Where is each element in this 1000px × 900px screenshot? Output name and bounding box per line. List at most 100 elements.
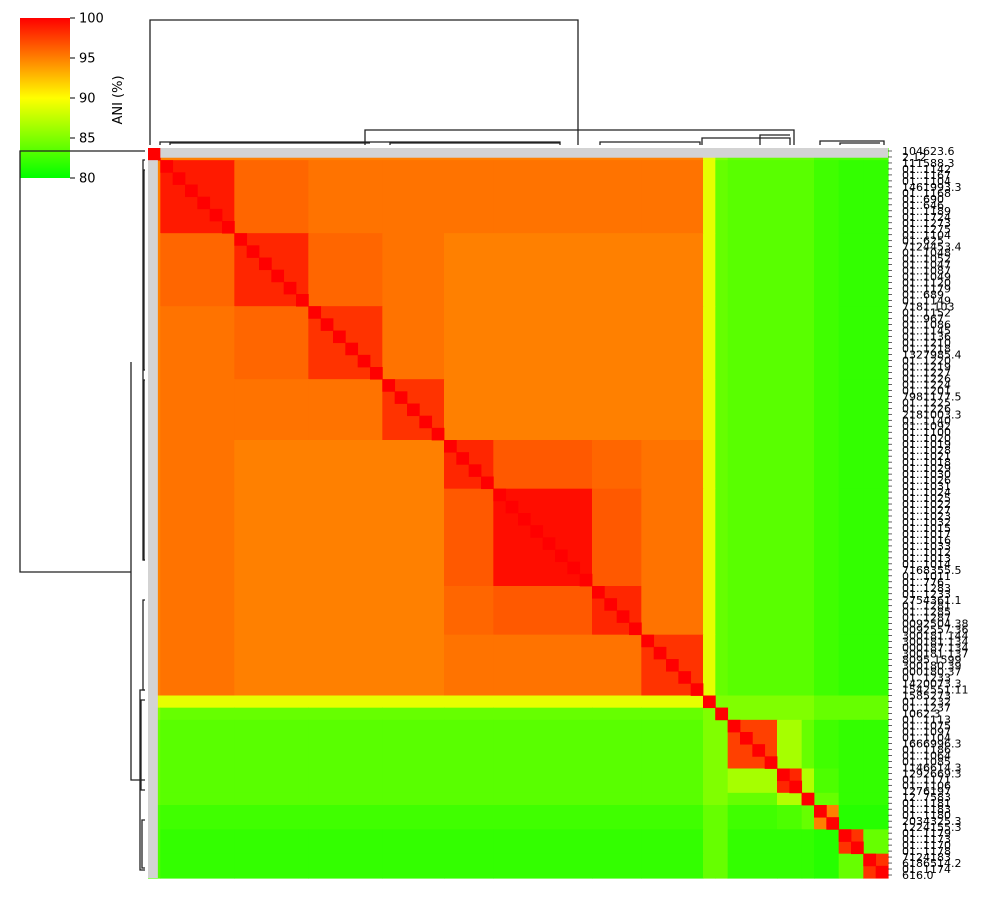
heatmap-block xyxy=(727,792,778,806)
row-label: 01..1173 xyxy=(902,833,951,846)
row-label: 01..1032 xyxy=(902,516,951,529)
row-label: 01..1189 xyxy=(902,205,951,218)
heatmap-diagonal-cell xyxy=(616,610,630,623)
heatmap-grid xyxy=(148,148,889,879)
heatmap-block xyxy=(493,160,593,234)
heatmap-block xyxy=(814,160,840,234)
heatmap-block xyxy=(308,488,383,587)
heatmap-block xyxy=(234,695,309,709)
heatmap-diagonal-cell xyxy=(419,415,433,429)
heatmap-block xyxy=(444,792,494,806)
row-label: 01..1174 xyxy=(902,863,951,876)
heatmap-block xyxy=(160,586,235,636)
heatmap-block xyxy=(641,805,704,830)
column-dendrogram-link xyxy=(599,141,701,145)
heatmap-block xyxy=(641,853,704,879)
heatmap-block xyxy=(308,586,383,636)
row-label: 01..1024 xyxy=(902,486,951,499)
heatmap-block xyxy=(777,488,803,587)
column-dendrogram-link xyxy=(819,140,885,145)
heatmap-block xyxy=(703,768,716,794)
row-label: 01..1106 xyxy=(902,779,951,792)
heatmap-diagonal-cell xyxy=(604,598,618,611)
heatmap-block xyxy=(493,440,593,490)
heatmap-block xyxy=(234,805,309,830)
heatmap-block xyxy=(382,829,445,855)
heatmap-block xyxy=(493,707,593,721)
column-dendrogram-link xyxy=(759,134,790,145)
heatmap-diagonal-cell xyxy=(727,719,741,733)
heatmap-diagonal-cell xyxy=(863,853,877,867)
heatmap-block xyxy=(703,379,716,441)
heatmap-block xyxy=(592,233,642,307)
heatmap-block xyxy=(641,768,704,794)
row-label: 01..1014 xyxy=(902,558,951,571)
heatmap-block xyxy=(715,853,729,879)
heatmap-diagonal-cell xyxy=(283,281,297,295)
heatmap-block xyxy=(382,707,445,721)
heatmap-diagonal-cell xyxy=(431,427,445,441)
heatmap-block xyxy=(838,586,864,636)
heatmap-block xyxy=(777,586,803,636)
row-dendrogram-link xyxy=(19,150,145,573)
heatmap-block xyxy=(703,853,716,879)
heatmap-block xyxy=(715,768,729,794)
heatmap-diagonal-cell xyxy=(357,354,371,368)
heatmap-block xyxy=(727,768,778,794)
heatmap-block xyxy=(814,695,840,709)
heatmap-diagonal-cell xyxy=(715,707,729,721)
heatmap-block xyxy=(382,586,445,636)
row-label: 7981177.5 xyxy=(902,390,962,403)
colorbar-tick-label: 95 xyxy=(79,52,96,67)
row-label: 01..1186 xyxy=(902,743,951,756)
heatmap-block xyxy=(703,586,716,636)
heatmap-diagonal-cell xyxy=(567,561,581,575)
row-label: 01..1064 xyxy=(902,749,951,762)
heatmap-block xyxy=(777,634,803,697)
heatmap-block xyxy=(592,792,642,806)
heatmap-diagonal-cell xyxy=(518,513,531,526)
heatmap-block xyxy=(308,853,383,879)
heatmap-block xyxy=(777,719,803,770)
row-label: 01..1180 xyxy=(902,809,951,822)
row-label: 01..1017 xyxy=(902,528,951,541)
heatmap-diagonal-cell xyxy=(592,586,605,599)
column-dendrogram-link xyxy=(364,129,795,145)
heatmap-block xyxy=(308,768,383,794)
heatmap-block xyxy=(493,792,593,806)
row-label: 01..1233 xyxy=(902,588,951,601)
heatmap-diagonal-cell xyxy=(875,865,889,879)
column-dendrogram-link xyxy=(701,137,791,145)
heatmap-diagonal-cell xyxy=(653,646,667,660)
row-label: 2034325.3 xyxy=(902,815,962,828)
heatmap-diagonal-cell xyxy=(641,634,655,648)
row-labels: 104623.62.12111588.301..114201..116701..… xyxy=(888,145,968,882)
heatmap-block xyxy=(444,829,494,855)
heatmap-block xyxy=(641,719,704,770)
row-label: 01..1085 xyxy=(902,755,951,768)
row-label: 01..1142 xyxy=(902,163,951,176)
heatmap-diagonal-cell xyxy=(148,148,161,161)
heatmap-block xyxy=(308,695,383,709)
heatmap-block xyxy=(382,792,445,806)
heatmap-block xyxy=(641,707,704,721)
heatmap-diagonal-cell xyxy=(160,160,174,173)
row-label: 01..1140 xyxy=(902,414,951,427)
row-label: 01..1025 xyxy=(902,492,951,505)
colorbar: 80 85 90 95 100 ANI (%) xyxy=(20,12,126,187)
row-label: 8095.1599 xyxy=(902,654,962,667)
row-dendrogram-link xyxy=(143,379,145,561)
row-label: 01..1224 xyxy=(902,378,951,391)
heatmap-diagonal-cell xyxy=(505,500,519,514)
heatmap-block xyxy=(493,233,593,307)
heatmap-block xyxy=(777,379,803,441)
heatmap-block xyxy=(801,719,815,770)
heatmap-block xyxy=(493,805,593,830)
heatmap-diagonal-cell xyxy=(629,622,642,636)
row-label: 01..1023 xyxy=(902,510,951,523)
heatmap-block xyxy=(814,853,840,879)
heatmap-diagonal-cell xyxy=(197,196,211,210)
row-label: 1224155.3 xyxy=(902,821,962,834)
row-label: 01..1275 xyxy=(902,223,951,236)
